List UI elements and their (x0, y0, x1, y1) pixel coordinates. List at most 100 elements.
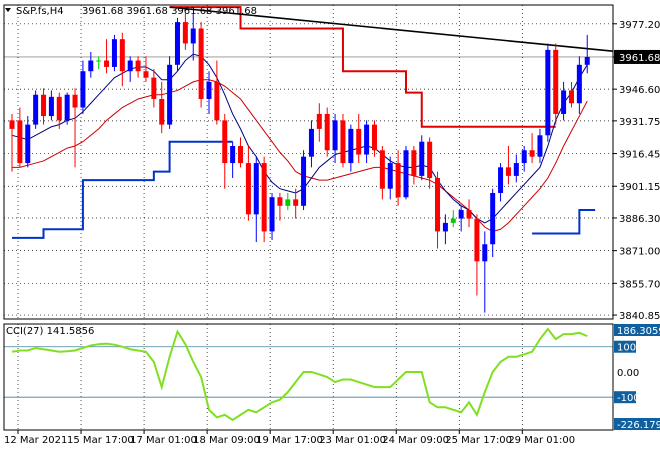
candle-body (127, 60, 133, 72)
candle (576, 56, 582, 114)
candle (238, 137, 244, 168)
candle (395, 150, 401, 206)
candle-body (458, 210, 464, 219)
candle (482, 231, 488, 313)
candle (167, 56, 173, 129)
candle (466, 199, 472, 228)
candle (568, 81, 574, 108)
candle (111, 34, 117, 72)
candle-body (277, 197, 283, 206)
candle-body (308, 128, 314, 157)
candle-body (111, 39, 117, 67)
price-panel-frame (3, 4, 614, 320)
candle-body (505, 167, 511, 176)
price-tick-label: 3855.70 (619, 279, 660, 290)
candle-body (238, 145, 244, 164)
candle (159, 81, 165, 134)
time-tick-label: 15 Mar 17:00 (67, 435, 134, 446)
candle (190, 13, 196, 61)
candle-body (427, 141, 433, 179)
cci-tick-box (614, 340, 636, 353)
candle (17, 107, 23, 168)
candle (505, 145, 511, 185)
candle-body (285, 199, 291, 206)
candle-body (403, 150, 409, 198)
candle-body (33, 94, 39, 125)
cci-tick-label: -100 (617, 393, 640, 404)
candle-body (222, 120, 228, 164)
candle-body (48, 96, 54, 117)
candle (513, 154, 519, 183)
current-price-label: 3961.68 (619, 53, 660, 64)
candle (498, 163, 504, 202)
resistance-step-line (169, 6, 556, 128)
candle-body (324, 113, 330, 151)
candle-body (450, 218, 456, 223)
candle (340, 113, 346, 168)
candle (127, 56, 133, 82)
candle-body (293, 199, 299, 206)
candle (253, 156, 259, 243)
candle (308, 120, 314, 168)
candle (545, 43, 551, 142)
cci-tick-label: 0.00 (617, 368, 639, 379)
candle (104, 39, 110, 74)
candle (364, 120, 370, 164)
candle-body (190, 28, 196, 44)
candle (356, 113, 362, 164)
time-tick-label: 12 Mar 2021 (4, 435, 67, 446)
cci-tick-box (614, 324, 660, 336)
candle (222, 113, 228, 189)
candle (450, 210, 456, 228)
cci-label: CCI(27) 141.5856 (6, 326, 94, 337)
candle-body (568, 90, 574, 104)
candle (206, 71, 212, 114)
candle (33, 90, 39, 129)
cci-tick-label: 100 (617, 343, 636, 354)
candle-body (466, 210, 472, 219)
candle (521, 145, 527, 172)
candle (119, 32, 125, 87)
candle (25, 116, 31, 168)
candle-body (96, 60, 102, 62)
candle-body (348, 128, 354, 164)
candle-body (135, 60, 141, 72)
candle (458, 205, 464, 232)
candle-body (529, 150, 535, 157)
candle-body (419, 141, 425, 176)
axes (3, 4, 617, 434)
candle (9, 113, 15, 172)
candle-body (72, 94, 78, 108)
candle (419, 135, 425, 181)
candle-body (482, 244, 488, 262)
candle-body (9, 120, 15, 129)
candle (72, 88, 78, 168)
candle-body (159, 98, 165, 125)
candle (277, 192, 283, 221)
time-tick-label: 19 Mar 17:00 (256, 435, 323, 446)
candle (143, 56, 149, 82)
candle (261, 156, 267, 243)
candle-body (411, 150, 417, 176)
candle (174, 17, 180, 72)
candles (9, 13, 590, 313)
step-lines (12, 6, 614, 239)
candle-body (474, 218, 480, 262)
candle (537, 128, 543, 164)
candle-body (561, 90, 567, 114)
price-tick-label: 3946.60 (619, 85, 660, 96)
candle (387, 156, 393, 200)
candle (316, 103, 322, 142)
candle-body (25, 124, 31, 164)
candle-body (576, 64, 582, 104)
time-tick-label: 17 Mar 01:00 (130, 435, 197, 446)
time-tick-label: 25 Mar 17:00 (445, 435, 512, 446)
candle (245, 145, 251, 221)
candle (48, 90, 54, 121)
candle-body (119, 39, 125, 72)
candle (214, 60, 220, 125)
candle (135, 56, 141, 78)
price-tick-label: 3916.45 (619, 150, 660, 161)
candle-body (151, 77, 157, 99)
